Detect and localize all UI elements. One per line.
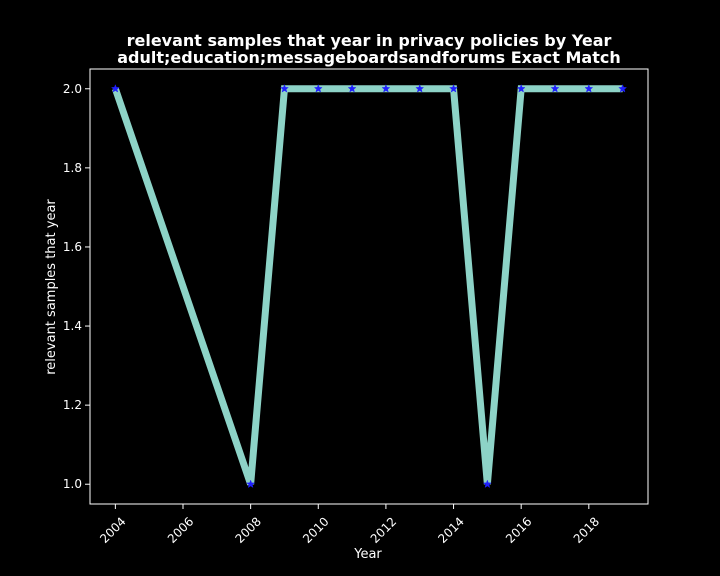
data-point (246, 479, 256, 489)
data-point (347, 84, 357, 93)
data-point (381, 84, 391, 93)
plot-area: 2004 2006 2008 2010 2012 2014 2016 2018 1.0 1.2 1.… (63, 68, 649, 546)
y-tick-label: 1.2 (63, 398, 82, 412)
data-point (516, 84, 526, 93)
y-tick-label: 1.4 (63, 319, 82, 333)
x-tick-label: 2006 (165, 514, 196, 545)
x-tick-label: 2016 (503, 514, 534, 545)
data-point (584, 84, 594, 93)
y-axis-label: relevant samples that year (44, 199, 59, 375)
data-point (482, 479, 492, 489)
y-tick-label: 2.0 (63, 82, 82, 96)
data-point (279, 84, 289, 93)
data-point (449, 84, 459, 93)
y-tick-label: 1.8 (63, 161, 82, 175)
x-tick-label: 2014 (435, 514, 466, 545)
series-line (112, 85, 623, 486)
data-point (618, 84, 628, 93)
data-point (415, 84, 425, 93)
x-tick-label: 2010 (300, 514, 331, 545)
data-point (313, 84, 323, 93)
x-tick-label: 2004 (97, 514, 128, 545)
x-tick-label: 2018 (571, 514, 602, 545)
chart-subtitle: adult;education;messageboardsandforums E… (117, 48, 620, 67)
data-point (550, 84, 560, 93)
x-axis-label: Year (353, 547, 382, 562)
y-tick-label: 1.0 (63, 477, 82, 491)
y-tick-label: 1.6 (63, 240, 82, 254)
data-point (110, 84, 120, 93)
chart-title: relevant samples that year in privacy po… (127, 31, 612, 50)
x-tick-label: 2012 (368, 514, 399, 545)
plot-frame (89, 68, 649, 505)
x-tick-label: 2008 (232, 514, 263, 545)
